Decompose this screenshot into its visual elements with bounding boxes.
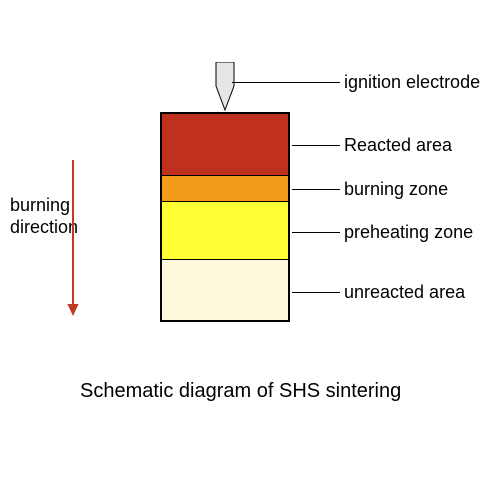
leader-electrode [232, 82, 340, 83]
label-unreacted-area: unreacted area [344, 282, 465, 303]
leader-preheating-zone [292, 232, 340, 233]
label-reacted-area: Reacted area [344, 135, 452, 156]
layer-reacted-area [162, 114, 288, 176]
layer-burning-zone [162, 176, 288, 202]
label-burning-zone: burning zone [344, 179, 448, 200]
label-preheating-zone: preheating zone [344, 222, 473, 243]
leader-reacted-area [292, 145, 340, 146]
leader-unreacted-area [292, 292, 340, 293]
material-column [160, 112, 290, 322]
layer-unreacted-area [162, 260, 288, 320]
burning-direction-arrow [72, 160, 74, 316]
diagram-caption: Schematic diagram of SHS sintering [80, 380, 401, 403]
diagram-container: ignition electrode burningdirection Sche… [0, 0, 500, 500]
layer-preheating-zone [162, 202, 288, 260]
label-ignition-electrode: ignition electrode [344, 72, 480, 93]
electrode-polygon [216, 62, 234, 110]
ignition-electrode-shape [210, 62, 240, 112]
leader-burning-zone [292, 189, 340, 190]
